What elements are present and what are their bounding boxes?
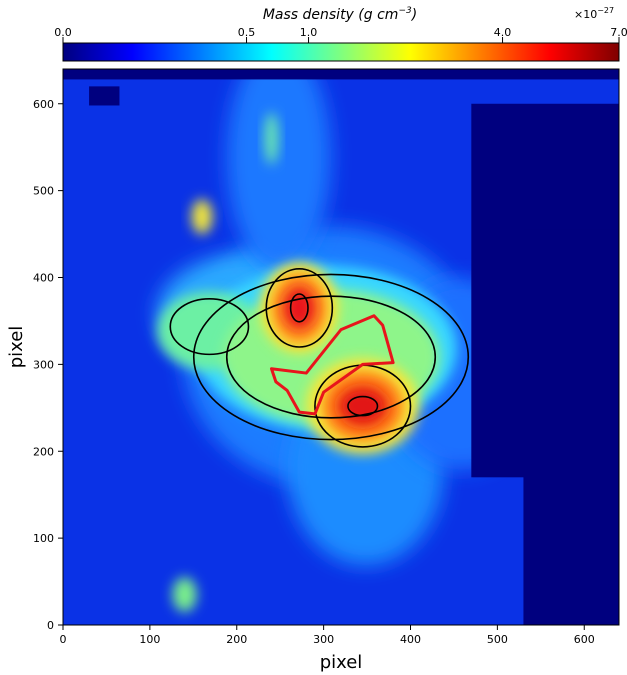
contour-line (169, 297, 250, 356)
contour-line (265, 268, 334, 348)
density-blob (172, 577, 197, 612)
colorbar-multiplier-exponent: −27 (597, 6, 614, 15)
colorbar-tick-label: 1.0 (300, 26, 318, 39)
y-tick-label: 400 (33, 272, 54, 285)
colorbar-tick-label: 0.5 (238, 26, 256, 39)
empty-region (89, 86, 120, 106)
low-density-patches (63, 69, 619, 625)
density-blob (338, 386, 388, 426)
density-blob (264, 112, 279, 165)
y-axis-ticks: 0 100 200 300 400 500 600 (33, 98, 63, 632)
x-tick-label: 400 (400, 633, 421, 646)
x-tick-label: 300 (313, 633, 334, 646)
y-axis-label: pixel (6, 326, 27, 369)
x-tick-label: 100 (139, 633, 160, 646)
colorbar-tick-label: 7.0 (610, 26, 627, 39)
y-tick-label: 600 (33, 98, 54, 111)
region-outline (270, 314, 395, 416)
y-tick-label: 500 (33, 185, 54, 198)
colorbar-label: Mass density (g cm−3) (263, 6, 417, 23)
colorbar-ticks: 0.0 0.5 1.0 4.0 7.0 (54, 26, 627, 43)
contour-line (289, 293, 309, 323)
x-tick-label: 200 (226, 633, 247, 646)
plot-area: 0 100 200 300 400 500 600 0100200300400500600 … (6, 68, 620, 673)
contour-line (347, 395, 379, 417)
x-tick-label: 600 (574, 633, 595, 646)
colorbar-label-exponent: −3 (398, 6, 412, 16)
y-tick-label: 200 (33, 445, 54, 458)
colorbar-multiplier: ×10−27 (574, 6, 614, 21)
contour-line (192, 273, 470, 441)
empty-region (536, 390, 619, 625)
y-tick-label: 300 (33, 358, 54, 371)
plot-frame (62, 68, 620, 626)
empty-region (63, 69, 619, 80)
colorbar: Mass density (g cm−3) ×10−27 0.0 0.5 1.0 4.… (54, 6, 627, 62)
colorbar-gradient (62, 42, 620, 62)
x-axis-ticks: 0 100 200 300 400 500 600 (60, 625, 595, 646)
y-tick-label: 100 (33, 532, 54, 545)
density-blob (226, 69, 331, 271)
x-tick-label: 500 (487, 633, 508, 646)
y-tick-label: 0 (47, 619, 54, 632)
colorbar-tick-label: 4.0 (494, 26, 512, 39)
colorbar-tick-label: 0.0 (54, 26, 72, 39)
density-blob (191, 199, 213, 235)
x-tick-label: 0 (60, 633, 67, 646)
x-axis-label: pixel (320, 652, 363, 673)
